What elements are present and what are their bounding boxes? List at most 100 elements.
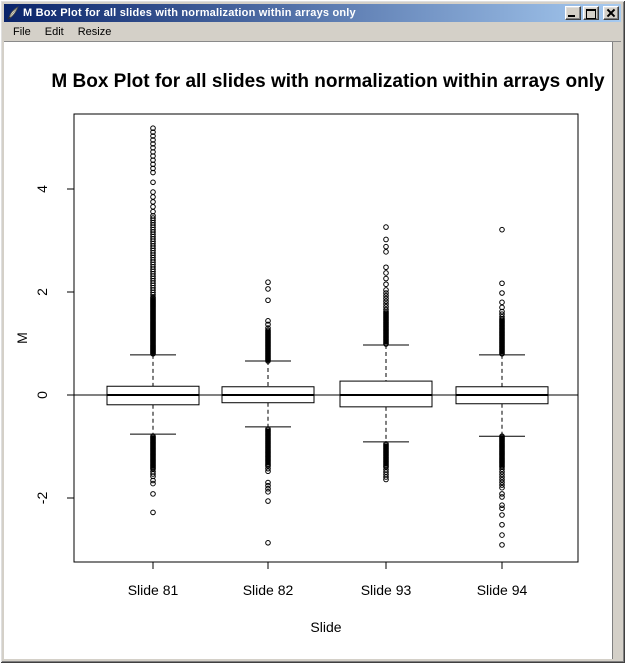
outlier-point	[265, 479, 271, 486]
boxplot-svg: -2 0 2 4 Slide 81 Slide 82 Slide 93 Slide 94 Sli…	[14, 113, 579, 635]
outlier-point	[265, 321, 271, 328]
y-tick-label: 4	[34, 185, 50, 193]
x-tick-label: Slide 94	[477, 582, 528, 598]
outlier-point	[499, 532, 505, 538]
outlier-point	[150, 129, 156, 135]
outlier-point	[150, 179, 156, 186]
titlebar[interactable]: M Box Plot for all slides with normaliza…	[4, 4, 621, 22]
outlier-point	[383, 264, 389, 271]
outlier-point	[499, 299, 505, 306]
outlier-point	[383, 301, 389, 307]
outlier-point	[499, 542, 505, 548]
x-tick-label: Slide 81	[128, 582, 179, 598]
outlier-point	[150, 137, 156, 143]
outlier-point	[499, 313, 505, 320]
outlier-point	[150, 133, 156, 139]
outlier-point	[150, 480, 156, 487]
outlier-point	[499, 476, 505, 483]
outlier-point	[383, 298, 389, 305]
outlier-point	[499, 491, 505, 497]
outlier-point	[383, 249, 389, 255]
outlier-point	[265, 489, 271, 495]
outlier-point	[265, 465, 271, 472]
outlier-point	[383, 275, 389, 282]
outlier-point	[499, 226, 505, 233]
outlier-point	[265, 327, 271, 333]
outlier-point	[383, 295, 389, 302]
outlier-point	[499, 505, 505, 512]
outlier-point	[499, 469, 505, 475]
outlier-point	[383, 303, 389, 310]
close-button[interactable]	[603, 6, 619, 20]
outlier-point	[150, 194, 156, 200]
outlier-point	[265, 286, 271, 292]
outlier-point	[499, 521, 505, 528]
feather-icon	[7, 6, 19, 20]
outlier-point	[499, 304, 505, 311]
outlier-point	[150, 203, 156, 210]
outlier-point	[265, 463, 271, 469]
x-axis-label: Slide	[310, 619, 341, 635]
outlier-point	[265, 325, 271, 331]
outlier-point	[499, 482, 505, 488]
outlier-point	[265, 540, 271, 546]
x-tick-label: Slide 82	[243, 582, 294, 598]
y-axis-label: M	[14, 332, 30, 344]
outlier-point	[265, 279, 271, 286]
outlier-point	[383, 290, 389, 296]
close-icon	[604, 7, 618, 19]
outlier-point	[499, 311, 505, 317]
outlier-point	[265, 297, 271, 304]
outlier-point	[150, 189, 156, 195]
outlier-point	[499, 512, 505, 518]
menu-resize[interactable]: Resize	[77, 26, 112, 38]
minimize-icon	[568, 15, 575, 17]
outlier-point	[499, 479, 505, 486]
plot-border	[73, 113, 579, 563]
y-tick-label: -2	[34, 492, 50, 505]
outlier-point	[150, 491, 156, 497]
y-tick-label: 2	[34, 288, 50, 296]
outlier-point	[265, 498, 271, 504]
x-tick-label: Slide 93	[361, 582, 412, 598]
minimize-button[interactable]	[565, 6, 581, 20]
menu-edit[interactable]: Edit	[44, 26, 64, 38]
window-title: M Box Plot for all slides with normaliza…	[23, 7, 356, 19]
outlier-point	[383, 306, 389, 313]
outlier-point	[265, 482, 271, 489]
outlier-point	[265, 318, 271, 324]
outlier-point	[265, 468, 271, 475]
outlier-point	[383, 476, 389, 483]
outlier-point	[150, 215, 156, 221]
chart-title: M Box Plot for all slides with normaliza…	[51, 71, 605, 92]
outlier-point	[383, 243, 389, 250]
maximize-button[interactable]	[583, 6, 599, 20]
outlier-point	[150, 199, 156, 205]
y-tick-label: 0	[34, 391, 50, 399]
outlier-point	[499, 494, 505, 500]
outlier-point	[499, 474, 505, 480]
outlier-point	[383, 236, 389, 243]
outlier-point	[499, 471, 505, 478]
outlier-point	[150, 141, 156, 147]
outlier-point	[499, 290, 505, 296]
outlier-point	[499, 484, 505, 491]
maximize-icon	[586, 9, 596, 19]
outlier-point	[383, 292, 389, 299]
outlier-point	[383, 270, 389, 276]
outlier-point	[150, 125, 156, 132]
menubar: File Edit Resize	[4, 23, 621, 42]
menu-file[interactable]: File	[13, 26, 31, 38]
outlier-column	[499, 436, 505, 468]
window-controls	[565, 6, 619, 20]
outlier-point	[499, 502, 505, 509]
outlier-point	[499, 280, 505, 287]
outlier-point	[150, 145, 156, 151]
outlier-point	[265, 485, 271, 492]
outlier-point	[383, 224, 389, 230]
box	[339, 380, 433, 408]
outlier-point	[150, 471, 156, 477]
plot-canvas: M Box Plot for all slides with normaliza…	[4, 42, 613, 659]
outlier-point	[383, 281, 389, 288]
